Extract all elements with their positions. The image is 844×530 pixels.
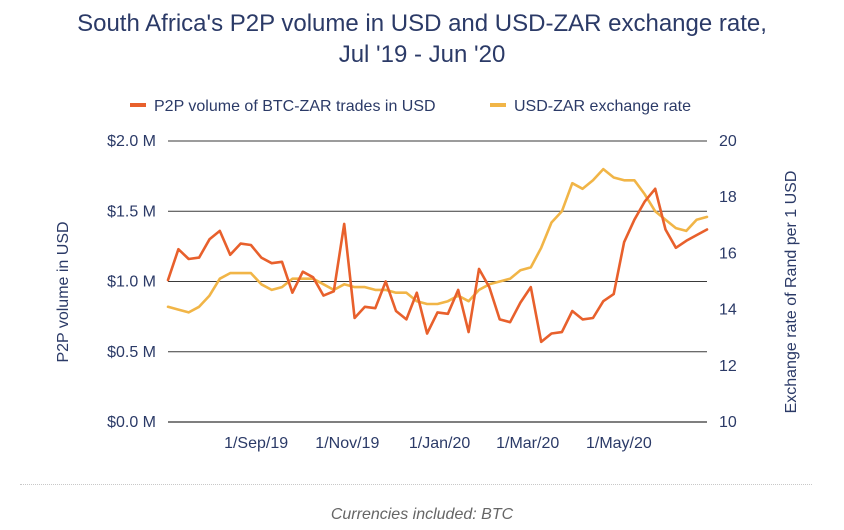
x-tick-label: 1/Nov/19 — [315, 435, 379, 452]
right-tick-label: 16 — [719, 245, 737, 262]
left-tick-label: $1.5 M — [107, 203, 156, 220]
right-tick-label: 20 — [719, 133, 737, 150]
left-tick-label: $0.0 M — [107, 414, 156, 431]
right-tick-label: 14 — [719, 302, 737, 319]
left-axis-ticks: $0.0 M $0.5 M $1.0 M $1.5 M $2.0 M — [107, 133, 156, 431]
right-axis-ticks: 10 12 14 16 18 20 — [719, 133, 737, 431]
series-line-usd-zar-rate — [166, 167, 709, 314]
legend: P2P volume of BTC-ZAR trades in USD USD-… — [130, 98, 691, 115]
right-axis-title: Exchange rate of Rand per 1 USD — [783, 171, 800, 414]
chart-title: South Africa's P2P volume in USD and USD… — [0, 8, 844, 70]
footer-note: Currencies included: BTC — [330, 506, 514, 523]
x-tick-label: 1/Jan/20 — [409, 435, 470, 452]
right-tick-label: 18 — [719, 189, 737, 206]
right-tick-label: 10 — [719, 414, 737, 431]
legend-label-usd-zar: USD-ZAR exchange rate — [514, 98, 691, 115]
left-axis-title: P2P volume in USD — [55, 221, 72, 362]
x-tick-label: 1/May/20 — [586, 435, 652, 452]
chart-title-line-2: Jul '19 - Jun '20 — [338, 41, 506, 68]
gridlines — [168, 140, 707, 423]
dual-axis-line-chart: P2P volume of BTC-ZAR trades in USD USD-… — [55, 98, 800, 452]
left-tick-label: $1.0 M — [107, 274, 156, 291]
chart-title-line-1: South Africa's P2P volume in USD and USD… — [77, 10, 767, 37]
x-axis-ticks: 1/Sep/19 1/Nov/19 1/Jan/20 1/Mar/20 1/May/20 — [224, 435, 652, 452]
left-tick-label: $0.5 M — [107, 344, 156, 361]
right-tick-label: 12 — [719, 358, 737, 375]
footer-divider — [20, 484, 812, 485]
x-tick-label: 1/Sep/19 — [224, 435, 288, 452]
left-tick-label: $2.0 M — [107, 133, 156, 150]
series-line-p2p-volume — [166, 187, 709, 344]
legend-label-p2p: P2P volume of BTC-ZAR trades in USD — [154, 98, 436, 115]
series-layer — [166, 167, 709, 344]
x-tick-label: 1/Mar/20 — [496, 435, 559, 452]
